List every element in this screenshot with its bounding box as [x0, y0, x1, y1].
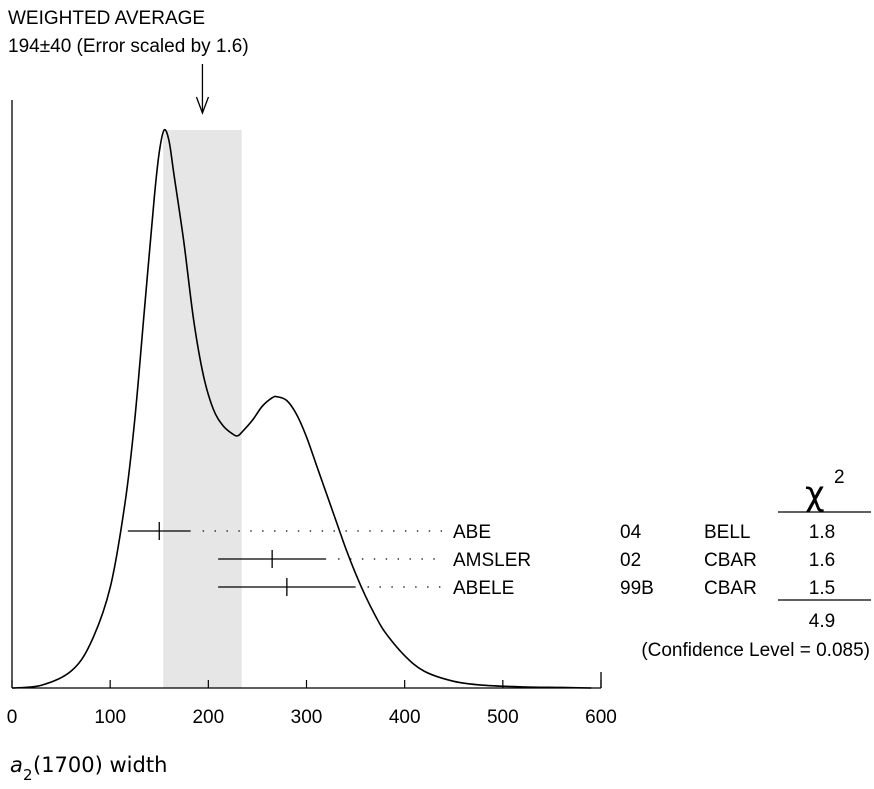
x-tick-label: 300	[291, 707, 323, 728]
x-axis-title-rest: (1700) width	[33, 753, 167, 777]
chi2-symbol: χ	[805, 474, 825, 514]
measurement-row: ABE 04 BELL 1.8	[127, 522, 835, 543]
measurement-experiment: CBAR	[704, 550, 757, 571]
measurement-row: AMSLER 02 CBAR 1.6	[218, 550, 835, 571]
x-tick-label: 0	[7, 707, 18, 728]
header-title: WEIGHTED AVERAGE	[8, 8, 205, 29]
measurement-name: ABE	[453, 522, 491, 543]
header-average: 194±40 (Error scaled by 1.6)	[8, 36, 249, 57]
x-axis-title-sub: 2	[23, 766, 33, 784]
measurement-chi2: 1.5	[809, 578, 835, 599]
ideogram-curve	[11, 128, 592, 689]
x-axis-ticks: 0 100 200 300 400 500 600	[7, 680, 617, 728]
x-tick-label: 500	[487, 707, 519, 728]
weighted-average-arrow	[195, 64, 210, 115]
x-tick-label: 600	[585, 707, 617, 728]
measurement-year: 04	[620, 522, 642, 543]
measurement-name: ABELE	[453, 578, 514, 599]
measurement-row: ABELE 99B CBAR 1.5	[218, 578, 835, 599]
confidence-level: (Confidence Level = 0.085)	[641, 640, 870, 661]
measurement-year: 02	[620, 550, 641, 571]
chi2-total: 4.9	[809, 611, 835, 632]
chi2-exponent: 2	[834, 467, 845, 488]
measurement-year: 99B	[620, 578, 654, 599]
measurement-experiment: CBAR	[704, 578, 757, 599]
x-axis-title: a 2 (1700) width	[10, 753, 167, 784]
measurement-chi2: 1.6	[809, 550, 835, 571]
measurement-name: AMSLER	[453, 550, 531, 571]
x-axis-title-main: a	[10, 753, 23, 777]
x-tick-label: 400	[389, 707, 421, 728]
measurement-experiment: BELL	[704, 522, 750, 543]
x-tick-label: 200	[192, 707, 224, 728]
measurements-group: ABE 04 BELL 1.8 AMSLER 02 CBAR 1.6 ABELE 99B CBAR 1…	[127, 522, 835, 599]
measurement-chi2: 1.8	[809, 522, 835, 543]
weighted-average-band	[163, 130, 242, 688]
x-tick-label: 100	[94, 707, 126, 728]
